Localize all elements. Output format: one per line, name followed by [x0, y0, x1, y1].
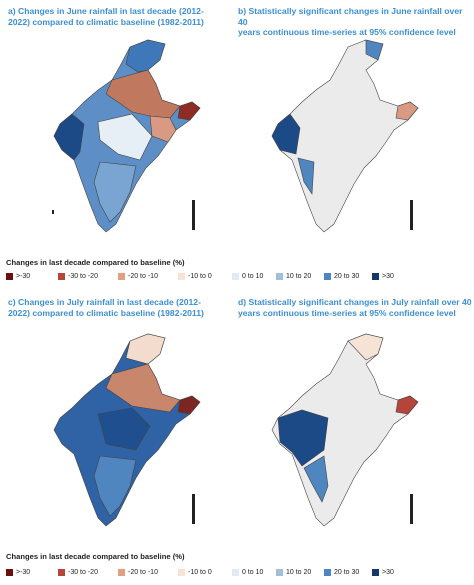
legend-label: 20 to 30 — [334, 569, 360, 576]
map-july-change — [53, 333, 201, 527]
legend-swatch — [276, 569, 283, 576]
legend-label: -10 to 0 — [188, 569, 212, 576]
legend-label: 0 to 10 — [242, 273, 264, 280]
andaman-islands — [192, 494, 195, 524]
panel-d-title-line1: d) Statistically significant changes in … — [238, 297, 472, 307]
panel-b-title: b) Statistically significant changes in … — [238, 6, 474, 38]
panel-c-title: c) Changes in July rainfall in last deca… — [8, 297, 233, 318]
legend-label: -30 to -20 — [68, 569, 98, 576]
west-coast — [271, 113, 301, 155]
western-ghats — [297, 157, 315, 195]
legend-swatch — [58, 273, 65, 280]
legend-label: -10 to 0 — [188, 273, 212, 280]
map-june-change — [52, 39, 201, 233]
west-coast — [53, 113, 85, 161]
south-region — [93, 455, 137, 517]
panel-b-title-line1: b) Statistically significant changes in … — [238, 6, 463, 27]
andaman-islands — [192, 200, 195, 230]
northern-region — [365, 39, 384, 61]
legend-swatch — [6, 273, 13, 280]
map-july-significant — [271, 333, 419, 527]
panel-a-title-line1: a) Changes in June rainfall in last deca… — [8, 6, 204, 16]
legend-swatch — [324, 273, 331, 280]
legend-swatch — [232, 569, 239, 576]
panel-d-title: d) Statistically significant changes in … — [238, 297, 474, 318]
panel-d-title-line2: years continuous time-series at 95% conf… — [238, 307, 456, 318]
legend-swatch — [118, 273, 125, 280]
legend-label: >-30 — [16, 569, 31, 576]
central-west-region — [277, 409, 329, 467]
legend-swatch — [232, 273, 239, 280]
northern-region — [125, 39, 166, 73]
northern-region — [125, 333, 166, 365]
legend-swatch — [58, 569, 65, 576]
legend-label: >-30 — [16, 273, 31, 280]
legend-top-title: Changes in last decade compared to basel… — [6, 258, 185, 267]
panel-b-title-line2: years continuous time-series at 95% conf… — [238, 27, 456, 37]
legend-label: 0 to 10 — [242, 569, 264, 576]
legend-swatch — [324, 569, 331, 576]
legend-swatch — [118, 569, 125, 576]
northeast-region — [395, 101, 419, 121]
panel-a-title-line2: 2022) compared to climatic baseline (198… — [8, 16, 204, 27]
legend-label: 20 to 30 — [334, 273, 360, 280]
legend-label: -20 to -10 — [128, 273, 158, 280]
legend-label: -30 to -20 — [68, 273, 98, 280]
andaman-islands — [410, 494, 413, 524]
legend-label: >30 — [382, 273, 394, 280]
map-june-significant — [271, 39, 419, 233]
andaman-islands — [410, 200, 413, 230]
northern-region — [347, 333, 384, 361]
legend-label: 10 to 20 — [286, 273, 312, 280]
legend-bottom-title: Changes in last decade compared to basel… — [6, 552, 185, 561]
legend-label: -20 to -10 — [128, 569, 158, 576]
northeast-region — [395, 395, 419, 415]
legend-swatch — [372, 273, 379, 280]
legend-swatch — [178, 273, 185, 280]
central-region — [97, 113, 153, 161]
east-region — [149, 115, 177, 143]
northeast-region — [177, 101, 201, 121]
northeast-region — [177, 395, 201, 415]
india-outline — [271, 333, 419, 527]
south-region — [93, 161, 137, 223]
lakshadweep — [52, 210, 54, 214]
panel-a-title: a) Changes in June rainfall in last deca… — [8, 6, 233, 27]
central-region — [97, 407, 151, 451]
legend-label: 10 to 20 — [286, 569, 312, 576]
legend-swatch — [372, 569, 379, 576]
legend-swatch — [178, 569, 185, 576]
panel-c-title-line1: c) Changes in July rainfall in last deca… — [8, 297, 201, 307]
south-region — [303, 455, 329, 503]
panel-c-title-line2: 2022) compared to climatic baseline (198… — [8, 307, 204, 318]
legend-swatch — [276, 273, 283, 280]
legend-label: >30 — [382, 569, 394, 576]
legend-swatch — [6, 569, 13, 576]
